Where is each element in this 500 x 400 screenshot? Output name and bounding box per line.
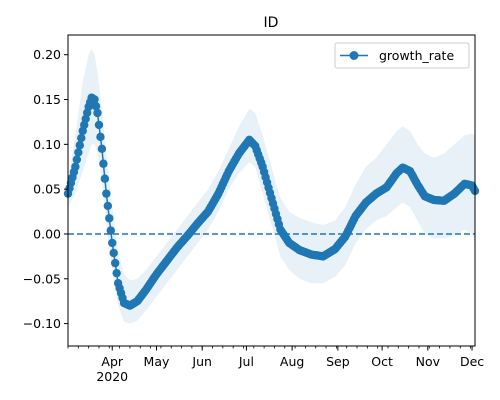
- legend-frame: [334, 42, 470, 69]
- x-tick-label: Sep: [326, 354, 350, 369]
- data-point-growth-rate: [103, 201, 113, 211]
- data-point-growth-rate: [72, 155, 82, 164]
- x-axis: Apr May Jun Jul Aug Sep Oct Nov Dec 2020: [67, 346, 484, 384]
- data-point-growth-rate: [108, 238, 117, 248]
- x-tick-label: May: [144, 354, 170, 369]
- x-tick-label: Nov: [416, 354, 441, 369]
- y-tick-label: 0.15: [33, 92, 61, 107]
- legend-entry-growth-rate: growth_rate: [379, 48, 454, 63]
- data-point-growth-rate: [99, 159, 108, 168]
- x-tick-label: Oct: [371, 354, 393, 369]
- chart-title: ID: [264, 15, 279, 31]
- data-point-growth-rate: [75, 141, 85, 150]
- y-tick-label: −0.05: [23, 271, 61, 286]
- y-tick-label: 0.00: [33, 226, 61, 241]
- data-point-growth-rate: [90, 95, 99, 104]
- x-tick-label: Jul: [238, 354, 254, 369]
- y-tick-label: −0.10: [23, 316, 61, 331]
- data-point-growth-rate: [96, 132, 105, 142]
- data-point-growth-rate: [100, 174, 110, 183]
- y-axis: −0.10 −0.05 0.00 0.05 0.10 0.15 0.20: [23, 47, 68, 331]
- data-point-growth-rate: [74, 148, 83, 157]
- data-point-growth-rate: [109, 248, 118, 258]
- x-tick-label: Aug: [280, 354, 304, 369]
- plot-frame: [67, 34, 476, 347]
- data-point-growth-rate: [91, 102, 101, 111]
- x-tick-label: Jun: [191, 354, 212, 369]
- x-tick-label: Dec: [460, 354, 484, 369]
- y-tick-label: 0.05: [33, 182, 61, 197]
- data-point-growth-rate: [93, 108, 102, 118]
- data-point-growth-rate: [71, 162, 80, 171]
- legend: growth_rate: [334, 42, 470, 69]
- data-point-growth-rate: [106, 226, 115, 235]
- y-tick-label: 0.20: [33, 47, 61, 62]
- legend-marker-sample: [349, 51, 359, 60]
- data-point-growth-rate: [105, 214, 114, 223]
- data-point-growth-rate: [112, 268, 121, 278]
- markers-group: [63, 93, 480, 310]
- data-point-growth-rate: [97, 144, 107, 154]
- data-point-growth-rate: [102, 189, 111, 198]
- x-year-label: 2020: [96, 369, 128, 384]
- data-point-growth-rate: [94, 120, 104, 130]
- y-tick-label: 0.10: [33, 137, 61, 152]
- data-point-growth-rate: [110, 258, 120, 268]
- data-point-growth-rate: [77, 133, 86, 143]
- x-tick-label: Apr: [101, 354, 123, 369]
